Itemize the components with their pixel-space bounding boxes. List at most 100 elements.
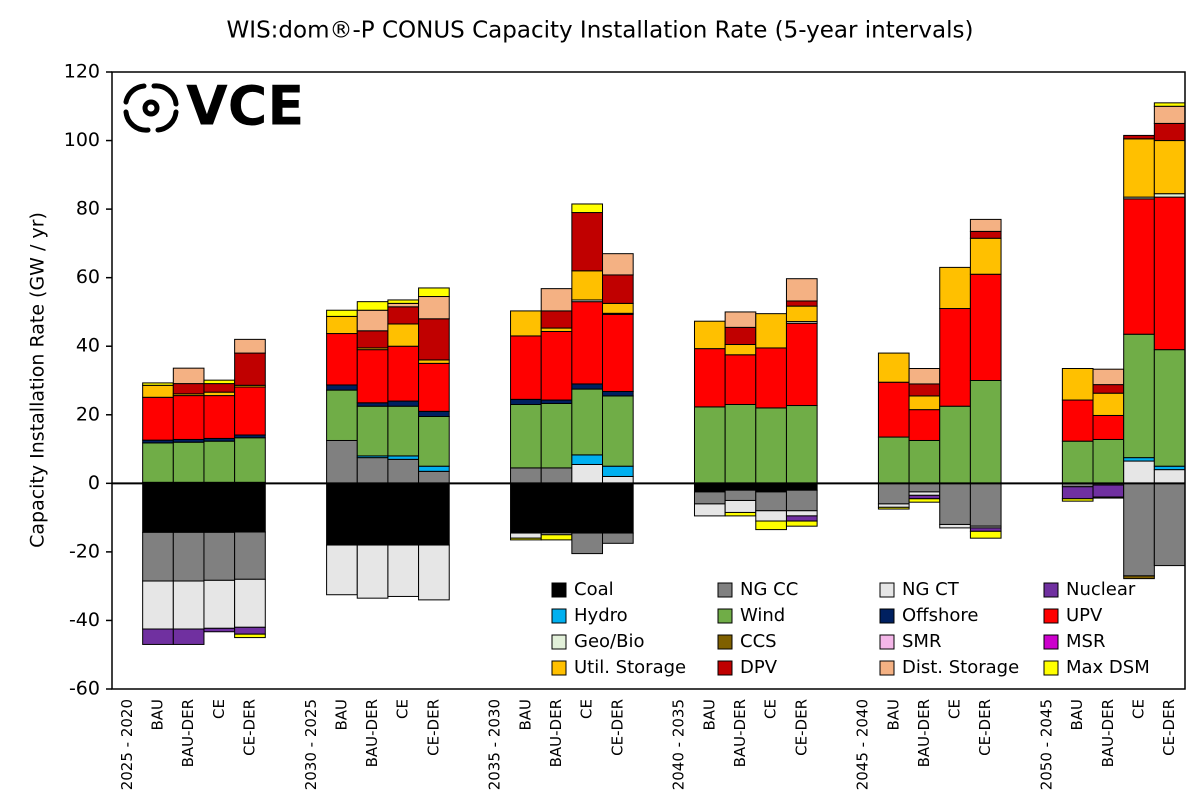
bar-segment (1153, 193, 1186, 198)
bar-segment (326, 384, 358, 391)
bar-segment (326, 482, 358, 546)
bar-segment (387, 299, 420, 304)
bar-segment (1153, 349, 1186, 467)
bar-segment (571, 203, 604, 214)
bar-segment (387, 400, 420, 407)
bar-segment (939, 308, 971, 407)
legend-swatch (1043, 608, 1059, 624)
bar-segment (724, 326, 757, 346)
y-tick-label: 40 (76, 335, 100, 357)
legend-label: Nuclear (1066, 579, 1136, 600)
bar-segment (908, 368, 941, 385)
legend-swatch (1043, 582, 1059, 598)
bar-segment (602, 390, 634, 397)
legend-label: DPV (740, 657, 778, 678)
legend-swatch (551, 582, 567, 598)
x-tick-label: CE-DER (792, 699, 810, 756)
bar-segment (172, 367, 205, 385)
bar-segment (602, 302, 634, 314)
bar-segment (908, 498, 941, 503)
bar-segment (326, 439, 358, 484)
bar-segment (540, 310, 573, 329)
bar-segment (602, 313, 634, 392)
bar-segment (755, 313, 787, 349)
bar-segment (602, 465, 634, 477)
bar-segment (693, 491, 726, 505)
x-tick-label: BAU-DER (179, 699, 197, 767)
bar-segment (356, 457, 389, 484)
legend-swatch (717, 582, 733, 598)
bar-segment (356, 482, 389, 546)
bar-segment (1153, 469, 1186, 484)
bar-segment (142, 580, 174, 630)
bar-segment (418, 359, 450, 364)
y-tick-label: 60 (76, 266, 100, 288)
bar-segment (1092, 392, 1125, 416)
bar-segment (602, 532, 634, 544)
bar-segment (602, 475, 634, 484)
x-tick-label: BAU (332, 699, 350, 731)
bar-segment (969, 380, 1002, 484)
bar-segment (1153, 196, 1186, 351)
bar-segment (969, 237, 1002, 275)
bar-segment (1092, 384, 1125, 394)
bar-segment (877, 503, 910, 508)
bar-segment (571, 388, 604, 456)
legend-swatch (551, 634, 567, 650)
bar-segment (172, 531, 205, 582)
bar-segment (1123, 333, 1155, 459)
legend-label: SMR (902, 631, 941, 652)
logo: VCE (123, 75, 304, 138)
bar-segment (969, 230, 1002, 239)
bar-segment (203, 383, 236, 393)
bar-segment (1061, 498, 1094, 502)
bar-segment (755, 520, 787, 531)
bar-segment (172, 628, 205, 645)
x-tick-label: BAU (700, 699, 718, 731)
legend-label: UPV (1066, 605, 1103, 626)
bar-segment (540, 327, 573, 332)
bar-segment (418, 362, 450, 412)
bar-segment (510, 467, 542, 484)
legend-label: Offshore (902, 605, 978, 626)
bar-segment (602, 274, 634, 304)
bar-segment (969, 530, 1002, 539)
bar-segment (510, 398, 542, 405)
bar-segment (785, 300, 818, 307)
legend-label: MSR (1066, 631, 1105, 652)
legend-label: Coal (574, 579, 614, 600)
bar-segment (1061, 486, 1094, 500)
bar-segment (908, 439, 941, 484)
bar-segment (939, 405, 971, 484)
bar-segment (540, 534, 573, 541)
bar-segment (418, 465, 450, 472)
bar-segment (1061, 368, 1094, 401)
legend-label: Util. Storage (574, 657, 686, 678)
bar-segment (234, 437, 266, 483)
y-tick-label: 80 (76, 198, 100, 220)
bar-segment (785, 322, 818, 407)
x-tick-label: CE (946, 699, 964, 719)
bar-segment (418, 296, 450, 320)
y-tick-label: 120 (64, 61, 100, 83)
bar-segment (387, 405, 420, 457)
bar-segment (571, 212, 604, 272)
bar-segment (540, 482, 573, 534)
bar-segment (142, 442, 174, 483)
bar-segment (203, 482, 236, 533)
bar-segment (939, 266, 971, 310)
bar-segment (510, 532, 542, 539)
bar-segment (418, 482, 450, 546)
legend-swatch (879, 660, 895, 676)
bar-segment (234, 386, 266, 436)
bar-segment (418, 318, 450, 361)
legend-label: NG CT (902, 579, 960, 600)
legend-swatch (879, 608, 895, 624)
x-tick-label: BAU (516, 699, 534, 731)
x-tick-label: CE-DER (240, 699, 258, 756)
bar-segment (387, 458, 420, 484)
x-tick-label: BAU (1068, 699, 1086, 731)
bar-segment (724, 344, 757, 356)
x-tick-label: CE-DER (1160, 699, 1178, 756)
